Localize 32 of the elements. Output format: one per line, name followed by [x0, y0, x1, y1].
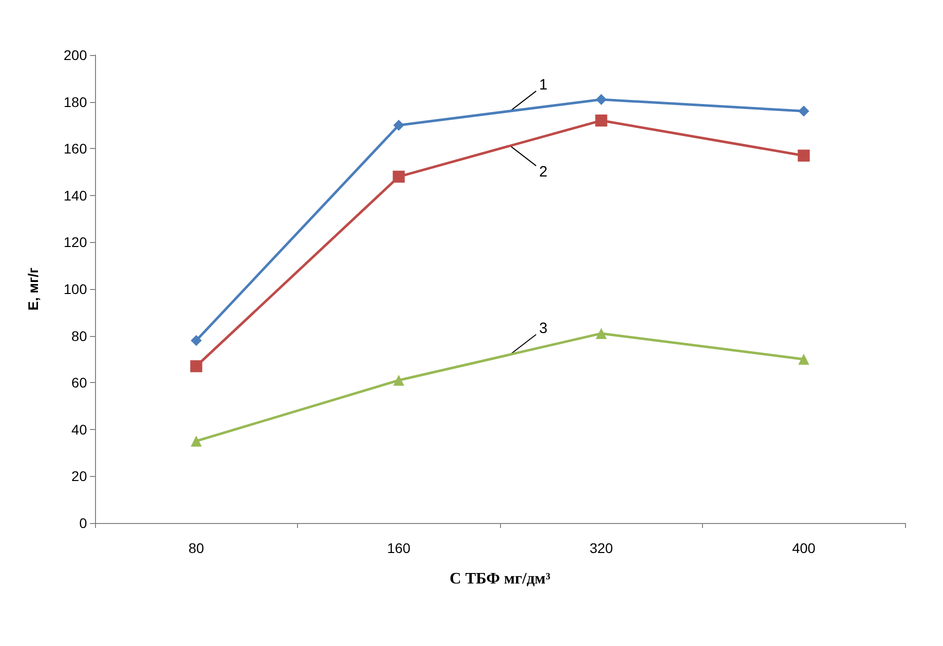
y-tick-label: 20 — [71, 468, 88, 484]
x-axis-title: С ТБФ мг/дм³ — [450, 570, 551, 588]
y-tick-label: 80 — [71, 328, 88, 344]
series-label: 3 — [539, 320, 548, 338]
point — [596, 94, 607, 105]
point — [190, 436, 202, 447]
point — [595, 114, 608, 127]
point — [798, 354, 810, 365]
y-tick-label: 100 — [64, 281, 88, 297]
y-tick-label: 180 — [64, 94, 88, 110]
point — [190, 334, 202, 346]
point — [190, 360, 202, 372]
x-tick-label: 80 — [188, 540, 204, 556]
x-tick-label: 160 — [387, 540, 411, 556]
point — [393, 374, 404, 386]
y-tick-label: 60 — [71, 374, 88, 391]
point — [798, 150, 810, 162]
y-tick-label: 40 — [71, 421, 88, 438]
y-tick-label: 0 — [79, 515, 88, 531]
y-tick-label: 200 — [64, 47, 88, 63]
y-tick-label: 120 — [64, 234, 88, 250]
series-label: 1 — [539, 76, 548, 94]
y-axis-title: Е, мг/г — [25, 267, 41, 311]
point — [596, 328, 607, 339]
point — [798, 106, 810, 117]
y-tick-label: 160 — [64, 140, 88, 157]
y-tick-label: 140 — [64, 187, 88, 204]
point — [392, 170, 405, 183]
point — [393, 120, 404, 131]
x-tick-label: 400 — [792, 540, 816, 556]
series-label: 2 — [539, 163, 548, 180]
x-tick-label: 320 — [590, 540, 614, 556]
